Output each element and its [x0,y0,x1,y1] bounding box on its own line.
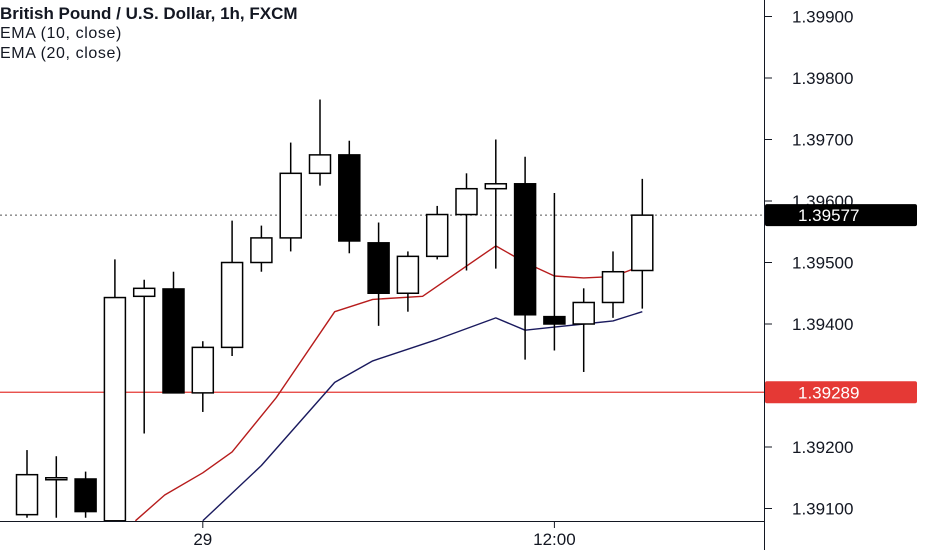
candle [543,193,566,351]
candle-body [396,255,420,295]
candle-body [103,296,127,522]
candle-body [220,261,244,349]
price-tick-label: 1.39700 [792,131,853,150]
price-tick-label: 1.39800 [792,69,853,88]
candle [250,225,273,272]
candle-body [338,154,361,242]
last-price-tag [765,204,917,227]
candle-body [572,301,595,325]
price-tick-label: 1.39100 [792,500,853,519]
candle [191,341,215,412]
candle-body [74,478,97,513]
candle [513,156,537,360]
candle [74,471,97,518]
candle-body [45,477,68,481]
candle-body [484,183,508,190]
time-tick-label: 12:00 [533,530,576,549]
price-tick-label: 1.39500 [792,254,853,273]
candle [308,99,332,186]
candle-body [15,473,39,516]
price-tick-label: 1.39900 [792,8,853,27]
candle [162,271,185,394]
indicator-ema-10-label[interactable]: EMA (10, close) [0,25,122,42]
candle-body [631,214,654,272]
candle [45,456,68,518]
candle-body [162,288,185,394]
candle-body [191,346,215,394]
time-tick-label: 29 [193,530,212,549]
candle [455,173,478,271]
candle [367,222,390,326]
candles-layer [15,99,654,522]
candle [572,288,595,372]
price-tick-label: 1.39200 [792,438,853,457]
candle [425,205,449,260]
indicator-ema-20-label[interactable]: EMA (20, close) [0,45,122,62]
candle [15,450,39,518]
candle-body [250,237,273,264]
candle [103,259,127,522]
candle [338,140,361,254]
legend-block: British Pound / U.S. Dollar, 1h, FXCM EM… [0,4,298,64]
line-price-tag [765,381,917,404]
candle [631,178,654,309]
candle [220,220,244,356]
candle-body [367,242,390,295]
candle-body [308,154,332,175]
candle-body [132,287,156,298]
candle-body [455,187,478,216]
candle-body [279,172,302,239]
line-price-tag-label: 1.39289 [798,383,859,402]
last-price-tag-label: 1.39577 [798,206,859,225]
candle [279,142,302,252]
candle [132,279,156,434]
candle-body [601,270,625,304]
time-axis[interactable]: 29 12:00 [193,521,576,549]
price-tick-label: 1.39400 [792,315,853,334]
candle [484,139,508,269]
ema-10-line [134,245,643,522]
price-tags-layer: 1.39577 1.39289 [765,204,917,404]
symbol-title[interactable]: British Pound / U.S. Dollar, 1h, FXCM [0,4,298,23]
candle-body [425,213,449,258]
candle [396,251,420,312]
candle-body [543,315,566,325]
candle [601,251,625,318]
candle-body [513,183,537,316]
